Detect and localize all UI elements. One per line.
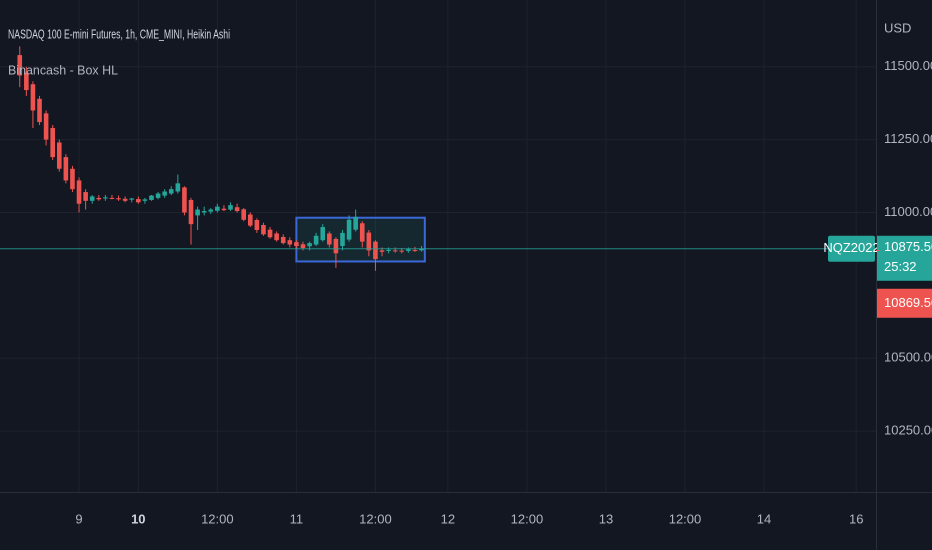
candle-body xyxy=(406,249,411,251)
candle-body xyxy=(267,229,273,238)
y-tick-label: 10250.00 xyxy=(884,423,932,438)
symbol-tag xyxy=(828,235,875,262)
x-tick-label: 13 xyxy=(599,511,613,526)
candle-body xyxy=(392,250,398,252)
candle-body xyxy=(307,243,312,247)
x-tick-label: 12 xyxy=(441,511,455,526)
candle-body xyxy=(294,242,299,246)
symbol-label: NQZ2022 xyxy=(823,240,879,255)
candle-body xyxy=(333,239,339,254)
candle-body xyxy=(234,207,240,212)
x-tick-label: 11 xyxy=(290,511,304,526)
candle-body xyxy=(313,235,319,245)
candle-body xyxy=(208,209,214,212)
candle-body xyxy=(24,72,29,91)
candle-body xyxy=(89,196,95,201)
candle-body xyxy=(109,197,115,199)
candle-body xyxy=(136,199,141,203)
candle-body xyxy=(56,142,62,169)
candle-body xyxy=(386,249,391,251)
candle-body xyxy=(30,84,36,111)
candle-body xyxy=(17,55,23,76)
candle-body xyxy=(373,241,378,260)
y-tick-label: 11250.00 xyxy=(884,131,932,146)
candle-body xyxy=(412,250,418,252)
candle-body xyxy=(274,233,279,241)
candle-body xyxy=(280,236,286,244)
candle-body xyxy=(353,216,358,230)
candle-body xyxy=(83,192,88,201)
candle-body xyxy=(129,198,135,200)
candle-body xyxy=(201,211,207,213)
candle-body xyxy=(241,209,246,220)
candle-body xyxy=(63,157,69,181)
candle-body xyxy=(419,248,424,251)
candle-body xyxy=(399,250,405,252)
candle-body xyxy=(168,189,174,194)
candle-body xyxy=(195,209,200,216)
x-tick-label: 12:00 xyxy=(201,511,234,526)
currency-label: USD xyxy=(884,20,911,35)
candle-body xyxy=(142,199,148,201)
candle-body xyxy=(162,191,167,196)
candle-body xyxy=(261,225,266,235)
candle-body xyxy=(300,244,306,249)
y-tick-label: 11000.00 xyxy=(884,204,932,219)
x-tick-label: 16 xyxy=(849,511,863,526)
countdown-label: 25:32 xyxy=(884,259,917,274)
candle-body xyxy=(76,180,82,204)
last-price-tag xyxy=(877,235,932,281)
x-tick-label: 12:00 xyxy=(359,511,392,526)
candle-body xyxy=(122,198,128,201)
y-tick-label: 11500.00 xyxy=(884,58,932,73)
candle-body xyxy=(327,233,332,245)
candle-body xyxy=(188,199,194,225)
x-tick-label: 10 xyxy=(131,511,145,526)
x-tick-label: 12:00 xyxy=(511,511,544,526)
y-tick-label: 10500.00 xyxy=(884,350,932,365)
x-tick-label: 12:00 xyxy=(669,511,702,526)
candle-body xyxy=(247,214,253,226)
candle-body xyxy=(254,220,260,230)
candle-body xyxy=(103,197,108,199)
candle-body xyxy=(70,168,75,190)
candle-body xyxy=(228,205,233,210)
candle-body xyxy=(116,198,121,200)
indicator-label: Binancash - Box HL xyxy=(8,62,118,77)
candle-body xyxy=(50,127,55,158)
last-price-label: 10875.50 xyxy=(884,239,932,254)
candle-body xyxy=(366,232,372,251)
x-tick-label: 14 xyxy=(757,511,771,526)
candle-body xyxy=(96,197,102,200)
candle-body xyxy=(340,232,345,246)
candle-body xyxy=(37,98,42,123)
candle-body xyxy=(346,219,352,240)
chart-title: NASDAQ 100 E-mini Futures, 1h, CME_MINI,… xyxy=(8,26,230,41)
bid-price-tag xyxy=(877,288,932,318)
candle-body xyxy=(182,187,187,213)
candle-body xyxy=(320,227,326,241)
candle-body xyxy=(155,193,161,198)
x-tick-label: 9 xyxy=(75,511,82,526)
candle-body xyxy=(215,206,220,211)
candle-body xyxy=(149,195,154,200)
candle-body xyxy=(379,250,385,252)
candle-body xyxy=(287,240,293,245)
candle-body xyxy=(221,208,227,211)
candle-body xyxy=(359,223,365,242)
bid-price-label: 10869.50 xyxy=(884,295,932,310)
candle-body xyxy=(43,113,49,140)
candle-body xyxy=(175,183,181,192)
